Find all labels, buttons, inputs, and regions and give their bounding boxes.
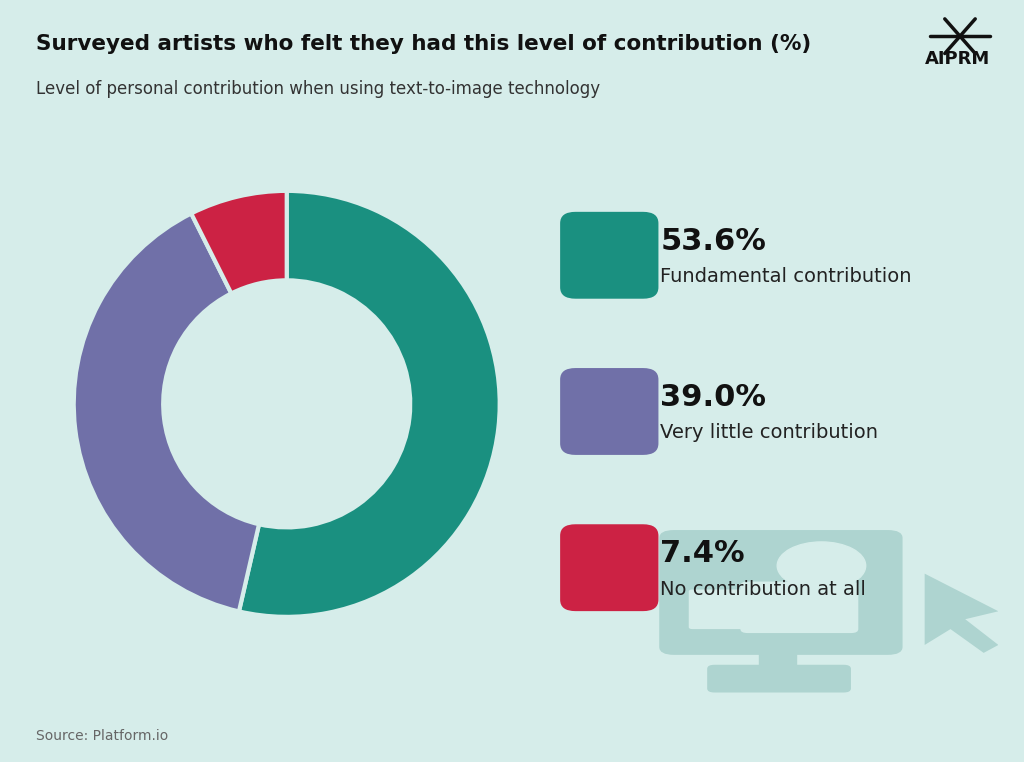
- Text: Very little contribution: Very little contribution: [660, 424, 879, 442]
- FancyBboxPatch shape: [740, 581, 858, 633]
- Wedge shape: [191, 190, 287, 293]
- Text: Level of personal contribution when using text-to-image technology: Level of personal contribution when usin…: [36, 80, 600, 98]
- Text: Surveyed artists who felt they had this level of contribution (%): Surveyed artists who felt they had this …: [36, 34, 811, 54]
- Text: 39.0%: 39.0%: [660, 383, 767, 412]
- FancyBboxPatch shape: [708, 664, 851, 693]
- Text: Fundamental contribution: Fundamental contribution: [660, 267, 912, 286]
- FancyBboxPatch shape: [659, 530, 902, 655]
- Text: No contribution at all: No contribution at all: [660, 580, 866, 598]
- Bar: [759, 645, 796, 673]
- Circle shape: [163, 280, 411, 527]
- Text: 53.6%: 53.6%: [660, 227, 766, 256]
- FancyBboxPatch shape: [689, 590, 763, 629]
- Text: 7.4%: 7.4%: [660, 539, 745, 568]
- Text: Source: Platform.io: Source: Platform.io: [36, 729, 168, 743]
- Wedge shape: [74, 213, 259, 611]
- Circle shape: [777, 542, 865, 590]
- Wedge shape: [239, 190, 500, 617]
- Text: AIPRM: AIPRM: [925, 50, 990, 68]
- Polygon shape: [925, 574, 998, 653]
